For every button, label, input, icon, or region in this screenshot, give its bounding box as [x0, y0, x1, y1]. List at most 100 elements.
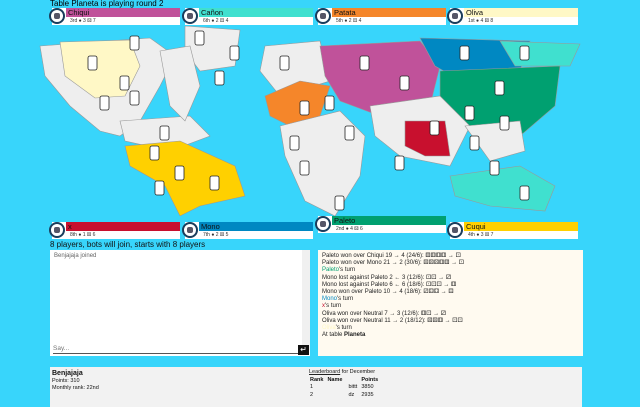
log-text: 's turn	[339, 267, 356, 274]
player-name: x	[66, 222, 180, 231]
game-map[interactable]	[0, 26, 640, 216]
dice-stack-icon	[394, 155, 405, 171]
player-stats: 2nd ● 4 ⚄ 6	[336, 226, 363, 232]
leaderboard-link[interactable]: Leaderboard	[309, 369, 341, 375]
chat-scrollbar[interactable]	[302, 250, 310, 350]
dice-stack-icon	[324, 95, 335, 111]
dice-stack-icon	[499, 115, 510, 131]
dice-stack-icon	[99, 95, 110, 111]
dice-stack-icon	[129, 35, 140, 51]
col-rank: Rank	[310, 376, 324, 383]
player-name: Cuqui	[464, 222, 578, 231]
leaderboard-table: Rank Name Points 1 bittt 3850 2 dz 2935	[309, 377, 381, 400]
log-entry: Paleto won over Mono 21 → 2 (30/6): ⚄⚄⚄⚅…	[322, 260, 465, 267]
dice-stack-icon	[344, 125, 355, 141]
log-text: 's turn	[335, 325, 352, 332]
dice-stack-icon	[489, 160, 500, 176]
cell: 2935	[361, 391, 374, 398]
table-info: 8 players, bots will join, starts with 8…	[50, 240, 206, 249]
log-entry: Mono lost against Paleto 2 ← 3 (12/6): ⚀…	[322, 274, 452, 281]
cell: dz	[348, 391, 355, 398]
avatar	[315, 8, 331, 24]
player-card-cuqui: Cuqui 4th ● 3 ⚄ 7	[447, 222, 578, 239]
dice-stack-icon	[87, 55, 98, 71]
cell: bittt	[348, 384, 358, 390]
player-card-mono: Mono 7th ● 2 ⚄ 5	[182, 222, 313, 239]
player-name: Patata	[332, 8, 446, 17]
chat-message: Benjajaja joined	[54, 253, 97, 259]
user-name: Benjajaja	[52, 370, 83, 377]
enter-icon[interactable]: ↵	[298, 345, 309, 355]
log-entry: Oliva won over Neutral 11 → 2 (18/12): ⚄…	[322, 317, 463, 324]
player-card-paleto: Paleto 2nd ● 4 ⚄ 6	[315, 216, 446, 233]
dice-stack-icon	[149, 145, 160, 161]
player-name: Cañon	[199, 8, 313, 17]
player-stats: 1st ● 4 ⚄ 8	[468, 18, 494, 24]
avatar	[447, 222, 463, 238]
game-log: Paleto won over Chiqui 19 → 4 (24/6): ⚅⚅…	[318, 250, 583, 356]
dice-stack-icon	[159, 125, 170, 141]
dice-stack-icon	[119, 75, 130, 91]
log-player: x	[322, 303, 325, 310]
dice-stack-icon	[154, 180, 165, 196]
log-entry: Oliva's turn	[322, 325, 579, 332]
col-name: Name	[327, 376, 343, 383]
dice-stack-icon	[279, 55, 290, 71]
player-card-oliva: Oliva 1st ● 4 ⚄ 8	[447, 8, 578, 25]
avatar	[49, 8, 65, 24]
cell: 2	[310, 391, 314, 398]
player-card-x: x 8th ● 1 ⚄ 6	[49, 222, 180, 239]
table-row: 1 bittt 3850	[309, 384, 381, 392]
territory[interactable]	[279, 110, 366, 216]
dice-stack-icon	[289, 135, 300, 151]
user-points: Points: 310	[52, 378, 80, 384]
game-status-title: Table Planeta is playing round 2	[50, 0, 164, 8]
log-text: 's turn	[337, 296, 354, 303]
dice-stack-icon	[334, 195, 345, 211]
col-points: Points	[361, 376, 379, 383]
avatar	[49, 222, 65, 238]
dice-stack-icon	[299, 100, 310, 116]
dice-stack-icon	[399, 75, 410, 91]
avatar	[182, 8, 198, 24]
dice-stack-icon	[519, 45, 530, 61]
player-name: Mono	[199, 222, 313, 231]
log-player: Paleto	[322, 267, 340, 274]
cell: 1	[310, 384, 314, 390]
player-card-patata: Patata 5th ● 2 ⚃ 4	[315, 8, 446, 25]
log-player: Mono	[322, 296, 338, 303]
player-stats: 4th ● 3 ⚄ 7	[468, 232, 494, 238]
territory[interactable]	[159, 45, 201, 122]
dice-stack-icon	[214, 70, 225, 86]
table-row: 2 dz 2935	[309, 392, 381, 400]
dice-stack-icon	[229, 45, 240, 61]
dice-stack-icon	[299, 160, 310, 176]
territory[interactable]	[124, 140, 246, 216]
user-rank: Monthly rank: 22nd	[52, 385, 99, 391]
player-name: Chiqui	[66, 8, 180, 17]
territory[interactable]	[449, 165, 556, 212]
leaderboard-period: for December	[340, 369, 376, 375]
player-name: Paleto	[332, 216, 446, 225]
log-entry: Mono won over Paleto 10 → 4 (18/6): ⚂⚃⚃ …	[322, 289, 454, 296]
player-card-chiqui: Chiqui 3rd ● 3 ⚄ 7	[49, 8, 180, 25]
dice-stack-icon	[469, 135, 480, 151]
table-name: Planeta	[344, 332, 366, 339]
player-stats: 6th ● 2 ⚃ 4	[203, 18, 229, 24]
log-text: At table	[322, 332, 345, 339]
player-name: Oliva	[464, 8, 578, 17]
leaderboard: Leaderboard for December Rank Name Points …	[309, 369, 381, 399]
chat-input[interactable]	[53, 344, 298, 354]
user-panel: Benjajaja Points: 310 Monthly rank: 22nd…	[50, 367, 582, 407]
log-entry: At table Planeta	[322, 332, 579, 339]
dice-stack-icon	[464, 105, 475, 121]
dice-stack-icon	[519, 185, 530, 201]
dice-stack-icon	[359, 55, 370, 71]
dice-stack-icon	[459, 45, 470, 61]
player-stats: 5th ● 2 ⚃ 4	[336, 18, 362, 24]
avatar	[315, 216, 331, 232]
player-stats: 3rd ● 3 ⚄ 7	[70, 18, 96, 24]
log-entry: Mono lost against Paleto 6 ← 6 (18/6): ⚀…	[322, 281, 457, 288]
player-stats: 7th ● 2 ⚄ 5	[203, 232, 229, 238]
dice-stack-icon	[494, 80, 505, 96]
